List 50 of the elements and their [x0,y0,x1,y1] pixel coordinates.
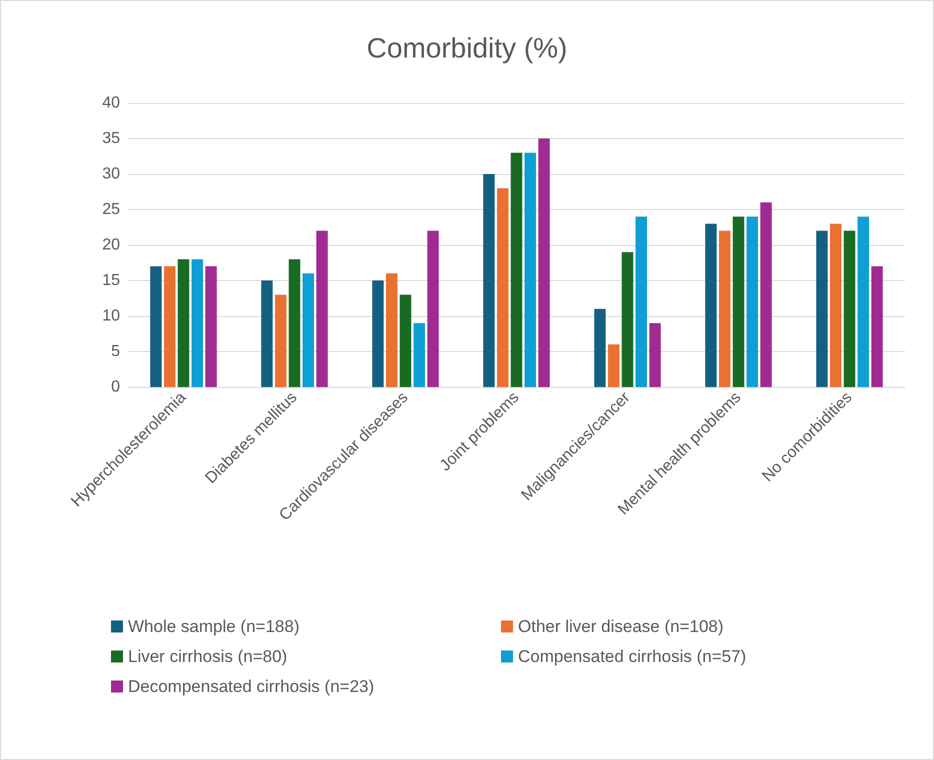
legend-label: Other liver disease (n=108) [518,617,724,636]
bar [622,252,634,387]
bar [760,202,772,387]
bar [192,259,204,387]
bar [178,259,190,387]
bar [205,266,217,387]
y-tick-label: 0 [111,378,120,396]
bar [261,280,273,387]
bar [524,152,536,387]
bar [386,273,398,387]
bar [538,138,550,387]
bar [288,259,300,387]
legend-label: Liver cirrhosis (n=80) [128,647,288,666]
y-tick-label: 30 [102,166,120,182]
y-tick-label: 20 [102,236,120,254]
bar [830,224,842,387]
y-tick-label: 35 [102,130,120,147]
bar [608,344,620,387]
bar [414,323,426,387]
bar [636,216,648,387]
bar [858,216,870,387]
bar [427,230,439,387]
legend-label: Decompensated cirrhosis (n=23) [128,677,374,696]
bar [510,152,522,387]
bar [705,224,717,387]
legend-label: Compensated cirrhosis (n=57) [518,647,746,666]
y-tick-label: 25 [102,201,120,218]
bar [483,174,495,387]
bar [316,230,328,387]
bar [496,188,508,387]
y-tick-label: 10 [102,308,120,324]
bar [164,266,176,387]
bar [718,230,730,387]
chart-title: Comorbidity (%) [366,32,568,64]
y-tick-label: 15 [102,272,120,289]
legend-label: Whole sample (n=188) [128,617,300,636]
bar [372,280,384,387]
bar [871,266,883,387]
bar [732,216,744,387]
bar [302,273,314,387]
bar [649,323,661,387]
bar [746,216,758,387]
bar [844,230,856,387]
y-tick-label: 5 [111,343,120,360]
bar [594,308,606,387]
bar [400,294,412,387]
bar [274,294,286,387]
bar [150,266,162,387]
y-tick-label: 40 [102,94,120,112]
bar [816,230,828,387]
